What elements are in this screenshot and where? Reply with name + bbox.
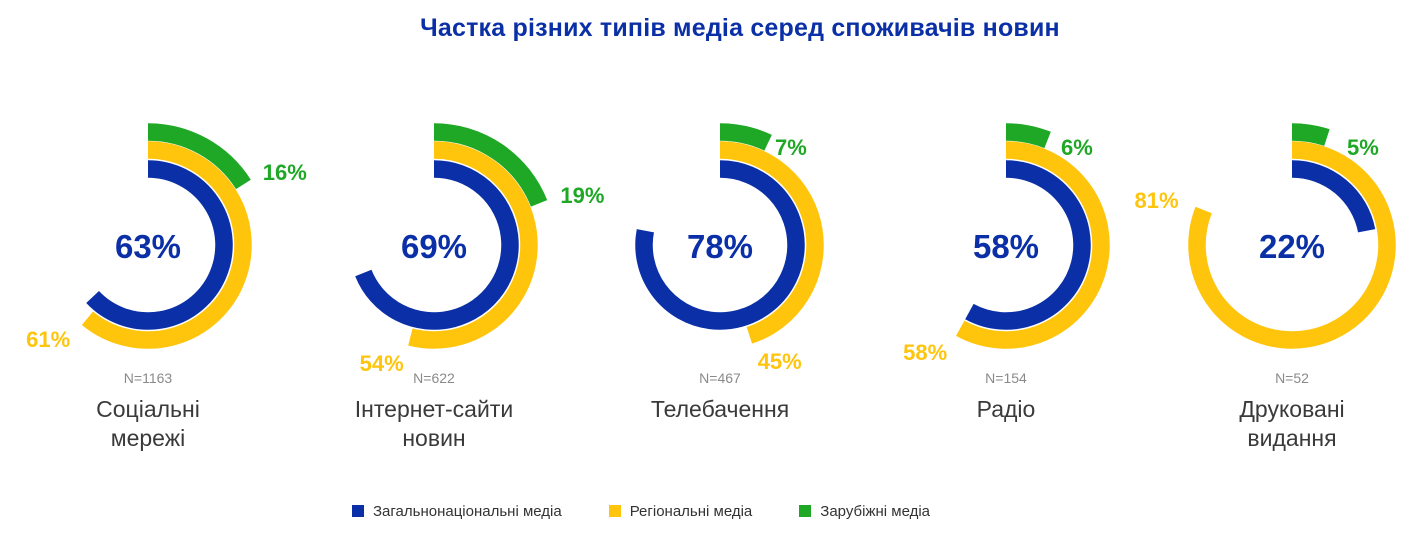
- arc-national: [1291, 160, 1376, 233]
- arc-regional: [81, 141, 252, 349]
- label-national: 63%: [115, 228, 181, 265]
- chart-title: Частка різних типів медіа серед споживач…: [420, 14, 1060, 42]
- category-label: новин: [402, 425, 465, 451]
- sample-size-label: N=622: [413, 370, 455, 386]
- label-foreign: 6%: [1061, 135, 1093, 160]
- legend-swatch-foreign: [799, 505, 812, 517]
- legend-swatch-national: [352, 505, 364, 517]
- arc-foreign: [1005, 123, 1051, 149]
- arc-national: [965, 160, 1091, 330]
- sample-size-label: N=52: [1275, 370, 1309, 386]
- legend-swatch-regional: [608, 505, 621, 517]
- arc-foreign: [147, 123, 251, 190]
- legend-item-foreign: Зарубіжні медіа: [799, 503, 930, 520]
- label-regional: 45%: [758, 349, 802, 374]
- arc-national: [355, 160, 519, 330]
- label-national: 69%: [401, 228, 467, 265]
- label-regional: 81%: [1135, 188, 1179, 213]
- arc-regional: [408, 141, 538, 349]
- radial-chart-4: 58% 58% 6% N=154 Радіо: [903, 123, 1110, 422]
- label-regional: 54%: [360, 351, 404, 376]
- sample-size-label: N=467: [699, 370, 741, 386]
- sample-size-label: N=154: [985, 370, 1027, 386]
- category-label: Радіо: [977, 396, 1036, 422]
- legend-item-national: Загальнонаціональні медіа: [352, 503, 562, 520]
- label-regional: 58%: [903, 340, 947, 365]
- category-label: Друковані: [1239, 396, 1344, 422]
- legend-label-regional: Регіональні медіа: [629, 502, 753, 520]
- sample-size-label: N=1163: [124, 370, 173, 386]
- legend-label-foreign: Зарубіжні медіа: [820, 502, 931, 520]
- arc-regional: [1188, 141, 1396, 349]
- legend: Загальнонаціональні медіа Регіональні ме…: [352, 500, 930, 522]
- label-foreign: 19%: [560, 183, 604, 208]
- label-national: 22%: [1259, 228, 1325, 265]
- arc-regional: [719, 141, 824, 344]
- label-national: 78%: [687, 228, 753, 265]
- label-foreign: 16%: [263, 160, 307, 185]
- category-label: мережі: [111, 425, 185, 451]
- label-foreign: 7%: [775, 135, 807, 160]
- arc-foreign: [433, 123, 548, 207]
- category-label: Інтернет-сайти: [355, 396, 513, 422]
- arc-foreign: [719, 123, 772, 151]
- arc-national: [635, 160, 805, 330]
- radial-chart-2: 69% 54% 19% N=622 Інтернет-сайти новин: [355, 123, 604, 451]
- radial-chart-3: 78% 45% 7% N=467 Телебачення: [635, 123, 824, 422]
- label-foreign: 5%: [1347, 135, 1379, 160]
- radial-chart-1: 63% 61% 16% N=1163 Соціальні мережі: [26, 123, 307, 451]
- label-regional: 61%: [26, 327, 70, 352]
- category-label: Телебачення: [651, 396, 789, 422]
- category-label: видання: [1247, 425, 1336, 451]
- legend-label-national: Загальнонаціональні медіа: [373, 502, 562, 520]
- arc-regional: [956, 141, 1110, 349]
- radial-chart-5: 22% 81% 5% N=52 Друковані видання: [1135, 123, 1396, 451]
- arc-foreign: [1291, 123, 1330, 146]
- arc-national: [86, 160, 233, 330]
- legend-item-regional: Регіональні медіа: [608, 502, 753, 520]
- label-national: 58%: [973, 228, 1039, 265]
- category-label: Соціальні: [96, 396, 200, 422]
